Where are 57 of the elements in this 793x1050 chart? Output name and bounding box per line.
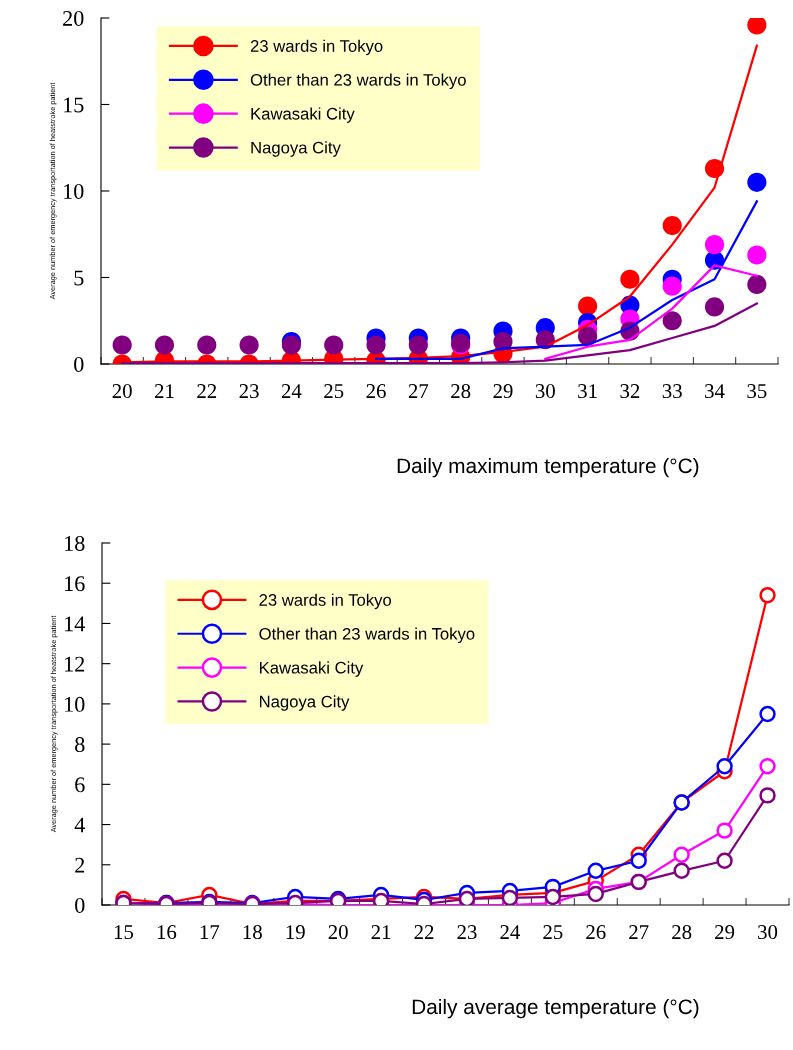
x-tick-label: 27 xyxy=(629,925,649,939)
x-tick-label: 23 xyxy=(457,925,477,940)
y-tick-label: 16 xyxy=(65,576,85,592)
x-tick-label: 29 xyxy=(493,384,513,399)
x-tick-label: 21 xyxy=(154,384,174,398)
y-tick-label: 10 xyxy=(64,183,84,199)
x-tick-label: 19 xyxy=(286,925,305,940)
x-tick-label: 30 xyxy=(535,384,555,399)
x-tick-label: 25 xyxy=(324,384,344,399)
x-tick-label: 16 xyxy=(157,925,177,940)
y-tick-label: 18 xyxy=(65,535,85,551)
y-tick-label: 4 xyxy=(74,817,85,833)
x-tick-label: 33 xyxy=(662,384,682,399)
legend-label: Other than 23 wards in Tokyo xyxy=(250,73,466,90)
legend-label: Kawasaki City xyxy=(251,107,355,123)
legend-label: Nagoya City xyxy=(259,695,350,711)
x-tick-label: 24 xyxy=(500,925,520,939)
legend-label: 23 wards in Tokyo xyxy=(259,593,392,610)
legend-label: 23 wards in Tokyo xyxy=(250,39,383,56)
x-tick-label: 35 xyxy=(747,384,767,399)
x-tick-label: 22 xyxy=(414,925,434,939)
y-tick-label: 0 xyxy=(75,897,85,913)
y-tick-label: 8 xyxy=(75,737,85,753)
x-tick-label: 26 xyxy=(366,384,386,399)
x-tick-label: 17 xyxy=(200,925,220,939)
legend-label: Other than 23 wards in Tokyo xyxy=(259,627,475,644)
legend-label: Nagoya City xyxy=(251,141,341,157)
y-tick-label: 5 xyxy=(74,270,84,286)
x-tick-label: 32 xyxy=(620,384,640,399)
x-tick-label: 22 xyxy=(197,384,217,398)
y-tick-label: 12 xyxy=(65,656,85,672)
x-tick-label: 31 xyxy=(578,384,597,399)
x-tick-label: 15 xyxy=(114,925,134,940)
x-tick-label: 29 xyxy=(715,925,735,940)
y-tick-label: 10 xyxy=(65,696,85,712)
x-tick-label: 28 xyxy=(672,925,692,940)
y-tick-label: 15 xyxy=(64,97,84,113)
x-tick-label: 23 xyxy=(239,384,259,399)
x-tick-label: 24 xyxy=(281,384,302,398)
x-axis-title: Daily maximum temperature (°C) xyxy=(397,457,699,478)
x-tick-label: 25 xyxy=(543,925,563,940)
x-axis-title: Daily average temperature (°C) xyxy=(412,998,699,1019)
legend-label: Kawasaki City xyxy=(259,661,364,677)
x-tick-label: 21 xyxy=(371,925,391,939)
y-tick-label: 20 xyxy=(63,10,84,26)
y-tick-label: 0 xyxy=(74,356,84,372)
x-tick-label: 20 xyxy=(112,384,132,399)
x-tick-label: 34 xyxy=(705,384,725,399)
x-tick-label: 26 xyxy=(586,925,606,940)
x-tick-label: 28 xyxy=(451,384,471,399)
x-tick-label: 20 xyxy=(328,925,348,940)
x-tick-label: 27 xyxy=(408,384,429,398)
y-tick-label: 2 xyxy=(75,857,85,873)
x-tick-label: 18 xyxy=(243,925,262,940)
x-tick-label: 30 xyxy=(758,925,778,940)
y-tick-label: 14 xyxy=(65,616,85,632)
y-tick-label: 6 xyxy=(75,777,85,793)
